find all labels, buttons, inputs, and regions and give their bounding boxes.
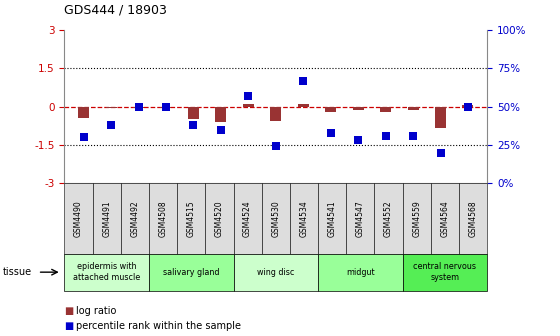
Text: log ratio: log ratio [76,306,116,316]
Bar [161,107,171,108]
Text: GSM4564: GSM4564 [440,200,450,237]
Text: central nervous
system: central nervous system [413,262,477,282]
Text: GSM4490: GSM4490 [74,200,83,237]
Bar [353,107,363,110]
Text: ■: ■ [64,306,74,316]
Point [106,122,115,128]
Point [409,133,418,138]
Text: GSM4530: GSM4530 [271,200,281,237]
Bar [133,107,144,108]
Text: GSM4508: GSM4508 [158,200,167,237]
Bar [380,107,391,112]
Point [354,138,363,143]
Bar [216,107,226,122]
Bar [188,107,199,119]
Text: GSM4559: GSM4559 [412,200,421,237]
Text: midgut: midgut [346,268,375,277]
Point [189,122,198,128]
Text: GSM4547: GSM4547 [356,200,365,237]
Point [244,93,253,99]
Point [271,144,280,149]
Text: GSM4524: GSM4524 [243,200,252,237]
Text: ■: ■ [64,321,74,331]
Text: percentile rank within the sample: percentile rank within the sample [76,321,241,331]
Bar [106,107,116,108]
Point [381,133,390,138]
Point [161,104,170,110]
Text: GSM4568: GSM4568 [469,200,478,237]
Point [326,130,335,135]
Point [79,135,88,140]
Point [436,150,445,155]
Text: GSM4534: GSM4534 [300,200,309,237]
Text: GSM4515: GSM4515 [186,200,196,237]
Text: GSM4491: GSM4491 [102,200,111,237]
Text: wing disc: wing disc [257,268,295,277]
Bar [325,107,336,112]
Point [134,104,143,110]
Point [464,104,473,110]
Text: tissue: tissue [3,267,32,277]
Text: salivary gland: salivary gland [163,268,220,277]
Text: GSM4492: GSM4492 [130,200,139,237]
Text: GSM4552: GSM4552 [384,200,393,237]
Text: GSM4520: GSM4520 [215,200,224,237]
Bar [78,107,89,118]
Text: epidermis with
attached muscle: epidermis with attached muscle [73,262,141,282]
Bar [463,106,473,107]
Bar [270,107,281,121]
Bar [408,107,418,110]
Bar [298,104,309,107]
Text: GSM4541: GSM4541 [328,200,337,237]
Point [299,78,308,83]
Point [216,127,225,132]
Bar [243,104,254,107]
Text: GDS444 / 18903: GDS444 / 18903 [64,4,167,17]
Bar [435,107,446,128]
